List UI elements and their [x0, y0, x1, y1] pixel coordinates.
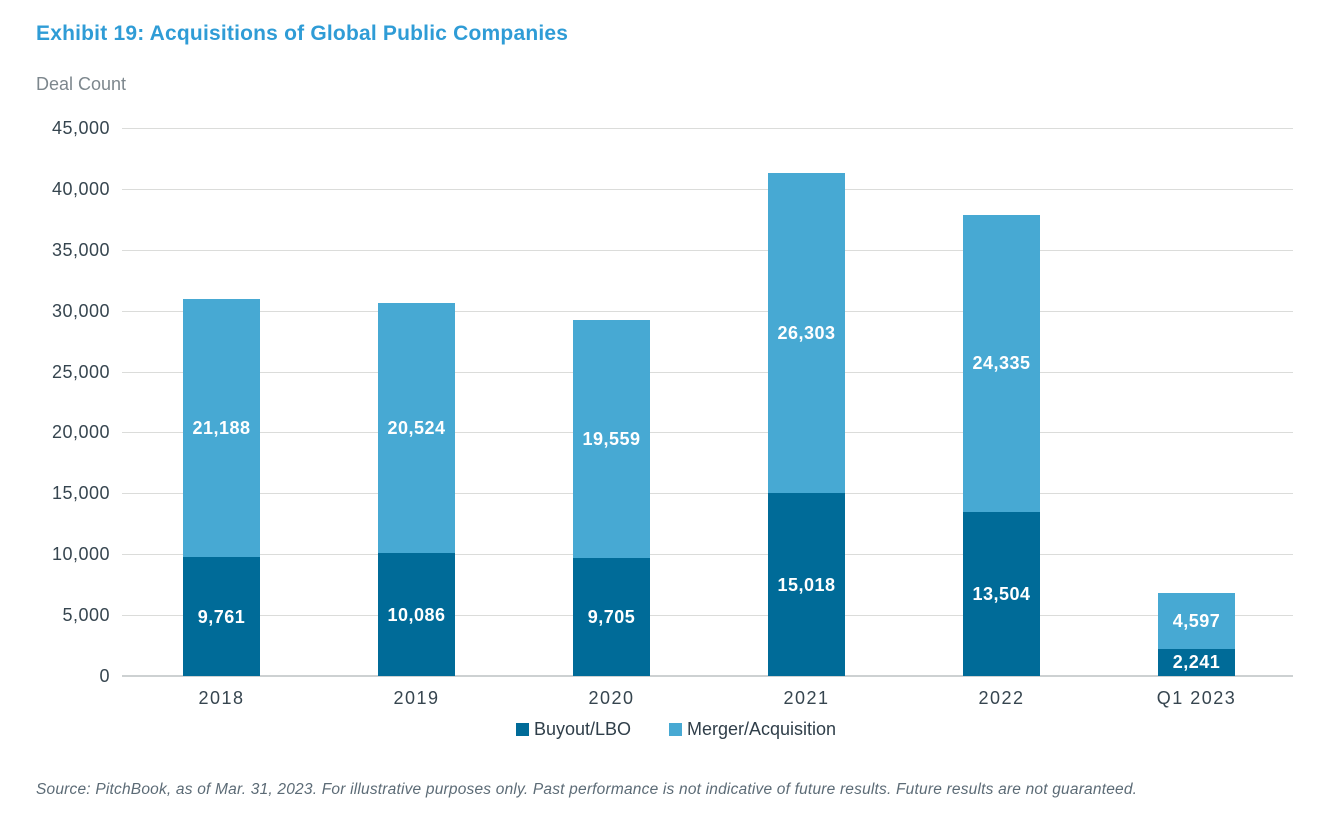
- bar-segment-merger-acquisition: 20,524: [378, 303, 455, 554]
- gridline: [122, 310, 1293, 312]
- gridline: [122, 554, 1293, 556]
- bar-segment-buyout-lbo: 9,761: [183, 557, 260, 676]
- bar-segment-buyout-lbo: 10,086: [378, 553, 455, 676]
- y-tick-label: 45,000: [51, 118, 110, 138]
- bar-value-label: 9,705: [587, 606, 636, 627]
- legend-item-merger-acquisition: Merger/Acquisition: [669, 719, 836, 740]
- legend-label: Merger/Acquisition: [687, 719, 837, 739]
- legend-swatch-icon: [515, 723, 529, 736]
- x-tick-label: Q1 2023: [1156, 688, 1237, 708]
- bar-segment-buyout-lbo: 9,705: [573, 557, 650, 676]
- bar-segment-buyout-lbo: 2,241: [1158, 648, 1235, 676]
- bar-segment-buyout-lbo: 13,504: [963, 511, 1040, 676]
- bar-segment-merger-acquisition: 26,303: [768, 172, 845, 494]
- bar-segment-merger-acquisition: 21,188: [183, 299, 260, 558]
- bar-value-label: 9,761: [197, 606, 246, 627]
- bar-value-label: 21,188: [192, 418, 251, 439]
- bar-segment-merger-acquisition: 4,597: [1158, 592, 1235, 649]
- exhibit-title: Exhibit 19: Acquisitions of Global Publi…: [36, 22, 569, 45]
- bar-value-label: 26,303: [777, 322, 836, 343]
- x-tick-label: 2022: [978, 688, 1025, 708]
- y-tick-label: 15,000: [51, 483, 110, 504]
- x-tick-label: 2019: [393, 688, 440, 708]
- gridline: [122, 432, 1293, 434]
- gridline: [122, 188, 1293, 190]
- gridline: [122, 615, 1293, 617]
- bar-value-label: 10,086: [387, 604, 446, 625]
- legend-item-buyout-lbo: Buyout/LBO: [515, 719, 631, 740]
- bar-value-label: 15,018: [777, 574, 836, 595]
- gridline: [122, 249, 1293, 251]
- y-tick-label: 35,000: [51, 239, 110, 260]
- y-tick-label: 30,000: [51, 300, 110, 321]
- x-tick-label: 2018: [198, 688, 245, 708]
- legend-label: Buyout/LBO: [533, 719, 631, 739]
- y-tick-label: 5,000: [62, 605, 110, 626]
- y-axis-title: Deal Count: [36, 74, 127, 94]
- gridline: [122, 128, 1293, 129]
- chart-legend: Buyout/LBO Merger/Acquisition: [13, 719, 1326, 740]
- bar-value-label: 2,241: [1172, 652, 1221, 673]
- bar-value-label: 24,335: [972, 353, 1031, 374]
- source-note: Source: PitchBook, as of Mar. 31, 2023. …: [36, 781, 1138, 798]
- gridline: [122, 493, 1293, 495]
- bar-segment-buyout-lbo: 15,018: [768, 493, 845, 676]
- x-tick-label: 2021: [783, 688, 830, 708]
- y-tick-label: 25,000: [51, 361, 110, 382]
- bar-value-label: 4,597: [1172, 610, 1221, 631]
- legend-swatch-icon: [669, 723, 682, 736]
- x-axis-baseline: [122, 675, 1293, 677]
- x-tick-label: 2020: [588, 688, 635, 708]
- y-tick-label: 40,000: [51, 178, 110, 199]
- bar-value-label: 19,559: [582, 428, 641, 449]
- bar-segment-merger-acquisition: 24,335: [963, 215, 1040, 512]
- y-tick-label: 0: [99, 666, 110, 686]
- bar-value-label: 13,504: [972, 583, 1031, 604]
- y-tick-label: 20,000: [51, 422, 110, 443]
- bar-value-label: 20,524: [387, 418, 446, 439]
- gridline: [122, 371, 1293, 373]
- bar-segment-merger-acquisition: 19,559: [573, 319, 650, 558]
- y-tick-label: 10,000: [51, 544, 110, 565]
